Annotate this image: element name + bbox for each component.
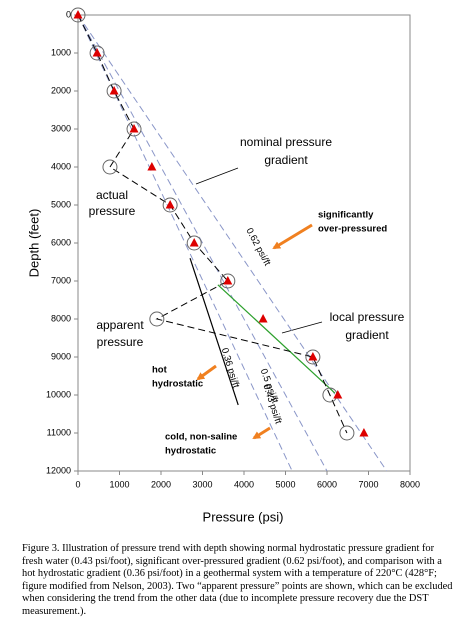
y-tick-label: 6000	[51, 237, 71, 247]
arrow	[196, 364, 217, 381]
data-point	[149, 311, 165, 327]
annotation: actual	[96, 188, 128, 202]
y-tick-label: 4000	[51, 161, 71, 171]
y-tick-label: 7000	[51, 275, 71, 285]
arrows	[196, 223, 313, 440]
y-tick-label: 3000	[51, 123, 71, 133]
data-point	[147, 162, 157, 171]
x-tick-label: 2000	[151, 479, 171, 489]
annotation: apparent	[96, 318, 144, 332]
data-point	[305, 349, 321, 365]
series-line	[189, 258, 239, 406]
annotation: hydrostatic	[152, 379, 203, 390]
series-line	[77, 14, 388, 472]
x-tick-label: 0	[75, 479, 80, 489]
data-point	[129, 124, 139, 133]
data-point	[73, 10, 83, 19]
data-point	[359, 428, 369, 437]
chart: Pressure (psi) Depth (feet) 0 1000 2000 300…	[26, 7, 420, 524]
x-tick-label: 5000	[275, 479, 295, 489]
x-tick-label: 8000	[400, 479, 420, 489]
x-tick-label: 1000	[109, 479, 129, 489]
data-point	[126, 121, 142, 137]
leader-line	[281, 321, 323, 334]
annotation: pressure	[97, 335, 144, 349]
data-point	[308, 352, 318, 361]
annotation: pressure	[89, 204, 136, 218]
data-point	[102, 159, 118, 175]
annotation: cold, non-saline	[165, 432, 237, 443]
annotation: gradient	[264, 153, 308, 167]
data-point	[339, 425, 355, 441]
x-tick-label: 7000	[358, 479, 378, 489]
x-axis-label: Pressure (psi)	[203, 509, 284, 524]
annotation: hydrostatic	[165, 446, 216, 457]
y-tick-label: 9000	[51, 351, 71, 361]
x-tick-label: 4000	[234, 479, 254, 489]
y-tick-label: 0	[66, 9, 71, 19]
data-point	[70, 7, 86, 23]
data-point	[109, 86, 119, 95]
annotation: hot	[152, 365, 168, 376]
y-axis-label: Depth (feet)	[26, 209, 41, 278]
series-line	[77, 14, 328, 472]
y-tick-label: 1000	[51, 47, 71, 57]
y-tick-label: 12000	[46, 465, 71, 475]
y-tick-label: 11000	[47, 427, 71, 437]
plot-frame	[77, 14, 411, 472]
y-tick-label: 2000	[51, 85, 71, 95]
series-line	[217, 284, 336, 394]
caption: Figure 3. Illustration of pressure trend…	[22, 543, 453, 617]
y-tick-label: 10000	[46, 389, 71, 399]
data-point	[333, 390, 343, 399]
annotation: local pressure	[330, 310, 405, 324]
annotation: gradient	[345, 328, 389, 342]
arrow	[252, 426, 271, 440]
annotation: significantly	[318, 210, 374, 221]
arrow	[272, 223, 313, 250]
leaders	[195, 167, 323, 334]
y-tick-label: 5000	[51, 199, 71, 209]
x-tick-label: 6000	[317, 479, 337, 489]
data-point	[92, 48, 102, 57]
x-tick-label: 3000	[192, 479, 212, 489]
data-point	[89, 45, 105, 61]
line-label: 0.36 psi/ft	[219, 347, 242, 390]
data-point	[106, 83, 122, 99]
data-point	[189, 238, 199, 247]
annotation: over-pressured	[318, 224, 387, 235]
leader-line	[195, 167, 239, 185]
data-point	[258, 314, 268, 323]
line-label: 0.43 psi/ft	[260, 383, 283, 426]
data-point	[220, 273, 236, 289]
data-point	[162, 197, 178, 213]
line-label: 0.62 psi/ft	[243, 226, 272, 268]
annotation: nominal pressure	[240, 135, 332, 149]
y-tick-label: 8000	[51, 313, 71, 323]
data-point	[186, 235, 202, 251]
data-point	[165, 200, 175, 209]
data-point	[223, 276, 233, 285]
